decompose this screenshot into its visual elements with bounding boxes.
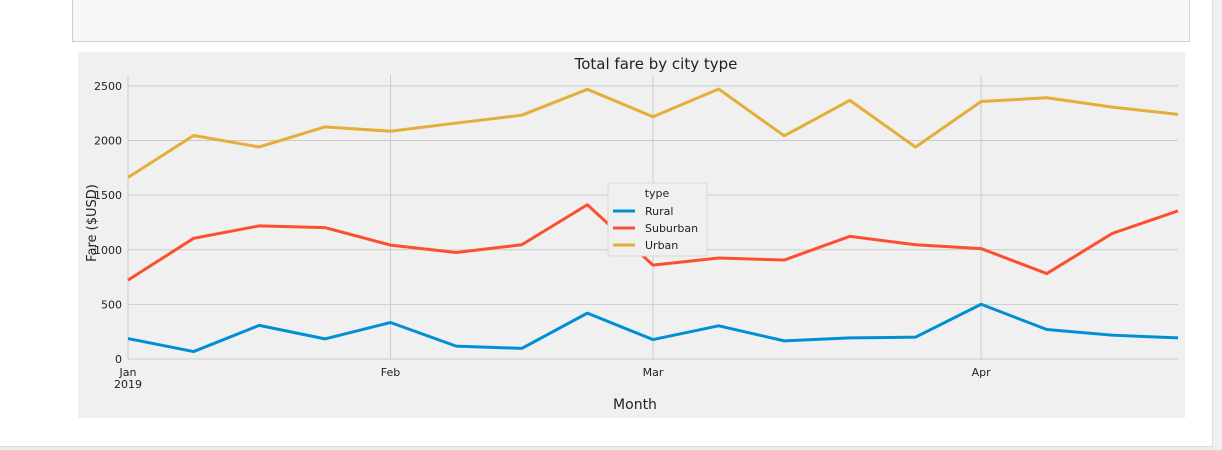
series-line-rural (127, 302, 1179, 354)
y-tick-labels: 0 500 1000 1500 2000 2500 (94, 80, 122, 366)
legend-box (607, 182, 708, 257)
legend-label-suburban: Suburban (645, 222, 698, 235)
y-tick-label: 1500 (94, 189, 122, 202)
y-tick-label: 2500 (94, 80, 122, 93)
cell-divider (0, 446, 1212, 450)
series-line-urban (127, 87, 1179, 179)
previous-cell-output (72, 0, 1190, 42)
y-tick-label: 0 (115, 353, 122, 366)
x-tick-label: Feb (381, 366, 400, 379)
x-tick-sublabel: 2019 (114, 378, 142, 391)
vertical-scrollbar[interactable] (1212, 0, 1222, 450)
y-tick-label: 2000 (94, 135, 122, 148)
y-tick-label: 1000 (94, 244, 122, 257)
y-tick-label: 500 (101, 298, 122, 311)
y-axis-label: Fare ($USD) (85, 184, 100, 262)
legend: type Rural Suburban Urban (607, 182, 708, 257)
x-tick-label: Jan (119, 366, 137, 379)
series-line-suburban (127, 203, 1179, 282)
series-lines (127, 87, 1179, 354)
legend-label-urban: Urban (645, 239, 678, 252)
legend-title: type (645, 187, 670, 200)
figure: 0 500 1000 1500 2000 2500 Jan 2019 Feb Mar Apr To… (78, 52, 1185, 418)
legend-label-rural: Rural (645, 205, 673, 218)
x-tick-label: Apr (972, 366, 992, 379)
chart-title: Total fare by city type (574, 55, 738, 73)
x-axis-label: Month (613, 397, 657, 413)
x-tick-label: Mar (643, 366, 664, 379)
